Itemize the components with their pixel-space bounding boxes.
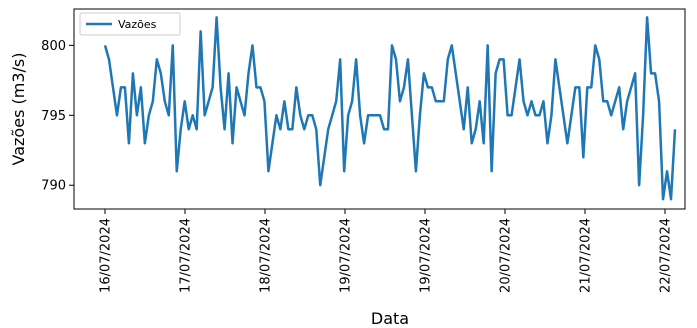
y-axis: 790 795 800 — [41, 39, 74, 194]
x-tick-label: 22/07/2024 — [659, 218, 674, 293]
x-tick-label: 19/07/2024 — [339, 218, 354, 293]
plot-frame — [73, 8, 686, 210]
y-tick-label: 795 — [41, 109, 66, 124]
x-axis-label: Data — [371, 309, 409, 328]
y-tick-label: 800 — [41, 39, 66, 54]
legend: Vazões — [79, 12, 181, 36]
x-tick-label: 19/07/2024 — [419, 218, 434, 293]
series-line-vazoes — [103, 16, 677, 201]
plot-area — [74, 9, 685, 209]
y-tick-label: 790 — [41, 179, 66, 194]
x-tick-label: 16/07/2024 — [99, 218, 114, 293]
x-tick-label: 17/07/2024 — [179, 218, 194, 293]
legend-box — [79, 12, 181, 36]
x-tick-label: 18/07/2024 — [259, 218, 274, 293]
y-axis-label: Vazões (m3/s) — [9, 53, 28, 166]
legend-label: Vazões — [118, 18, 157, 31]
x-tick-label: 20/07/2024 — [499, 218, 514, 293]
x-tick-label: 21/07/2024 — [579, 218, 594, 293]
x-axis: 16/07/2024 17/07/2024 18/07/2024 19/07/2024… — [99, 209, 674, 293]
